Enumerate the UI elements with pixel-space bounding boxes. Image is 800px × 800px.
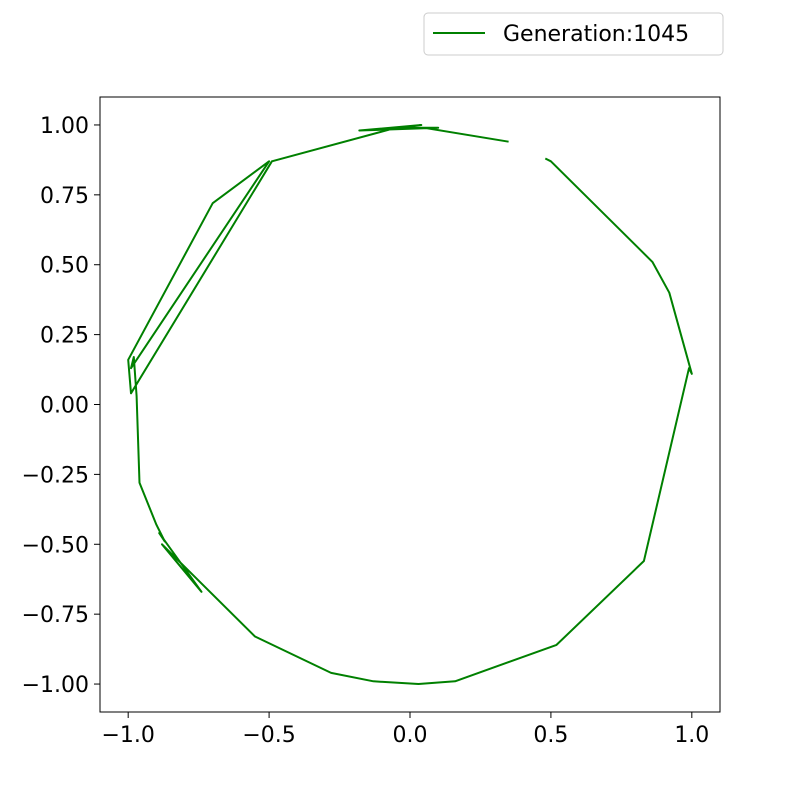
y-tick-label: 1.00 xyxy=(40,114,89,139)
y-tick-label: 0.75 xyxy=(40,184,89,209)
x-tick-label: −1.0 xyxy=(101,723,154,748)
legend-box xyxy=(423,12,724,56)
x-tick-label: −0.5 xyxy=(242,723,295,748)
x-tick-label: 0.5 xyxy=(533,723,568,748)
series-line-0 xyxy=(127,124,693,685)
y-tick-label: −0.50 xyxy=(22,533,89,558)
plot-area xyxy=(100,97,720,712)
y-tick-label: 0.50 xyxy=(40,254,89,279)
y-tick-label: 0.00 xyxy=(40,394,89,419)
x-axis: −1.0 −0.5 0.0 0.5 1.0 xyxy=(101,712,709,748)
legend: Generation:1045 xyxy=(423,12,724,56)
x-tick-label: 0.0 xyxy=(393,723,428,748)
series-layer xyxy=(127,124,693,685)
x-tick-label: 1.0 xyxy=(674,723,709,748)
y-tick-label: 0.25 xyxy=(40,324,89,349)
y-tick-label: −1.00 xyxy=(22,673,89,698)
legend-label: Generation:1045 xyxy=(503,22,689,47)
y-tick-label: −0.25 xyxy=(22,463,89,488)
y-axis: 1.00 0.75 0.50 0.25 0.00 −0.25 −0.50 −0.75 −1.00 xyxy=(22,114,100,698)
y-tick-label: −0.75 xyxy=(22,603,89,628)
